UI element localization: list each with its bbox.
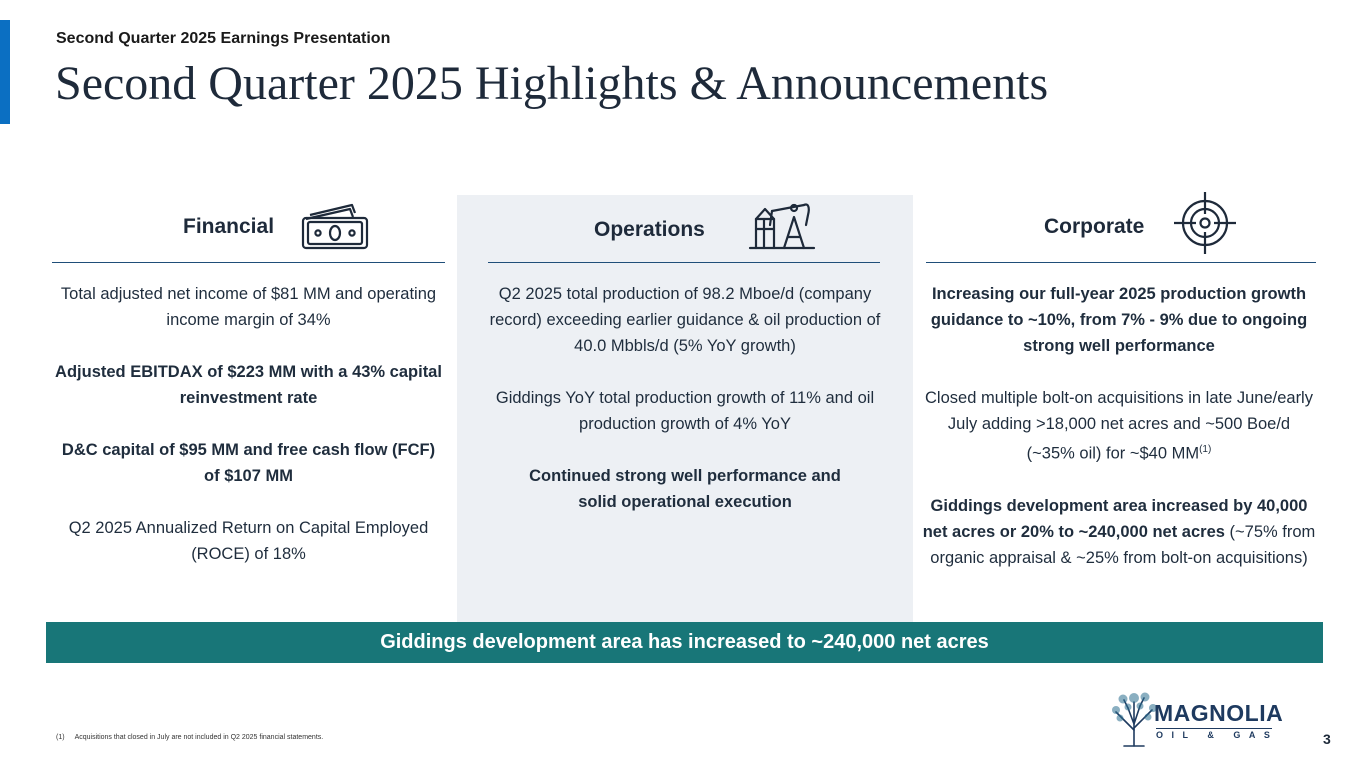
corporate-giddings-bold: Giddings development area increased by 4… xyxy=(922,496,1308,541)
page-number: 3 xyxy=(1323,731,1331,747)
corporate-giddings-detail: (~75% from organic appraisal & ~25% from… xyxy=(930,522,1316,567)
corporate-divider xyxy=(926,262,1316,263)
corporate-point-guidance: Increasing our full-year 2025 production… xyxy=(930,285,1308,355)
corporate-acquisitions-text: Closed multiple bolt-on acquisitions in … xyxy=(925,389,1313,463)
financial-body: Total adjusted net income of $81 MM and … xyxy=(52,281,445,593)
corporate-column: Corporate Increasing our full-year 2025 … xyxy=(922,192,1316,597)
corporate-header: Corporate xyxy=(922,192,1316,261)
operations-point-giddings: Giddings YoY total production growth of … xyxy=(495,389,875,433)
footnote-number: (1) xyxy=(56,734,65,741)
operations-column: Operations Q2 2025 total xyxy=(476,195,894,595)
operations-point-production: Q2 2025 total production of 98.2 Mboe/d … xyxy=(489,285,881,355)
presentation-kicker: Second Quarter 2025 Earnings Presentatio… xyxy=(56,30,391,47)
corporate-point-giddings: Giddings development area increased by 4… xyxy=(922,493,1316,571)
operations-body: Q2 2025 total production of 98.2 Mboe/d … xyxy=(476,281,894,541)
magnolia-logo: MAGNOLIA OIL & GAS xyxy=(1108,690,1284,748)
financial-divider xyxy=(52,262,445,263)
footnote-reference: (1) xyxy=(1199,444,1212,455)
logo-subtitle-bar: OIL & GAS xyxy=(1156,728,1272,741)
operations-point-performance: Continued strong well performance and so… xyxy=(529,467,841,511)
corporate-point-acquisitions: Closed multiple bolt-on acquisitions in … xyxy=(922,385,1316,467)
financial-point-ebitdax: Adjusted EBITDAX of $223 MM with a 43% c… xyxy=(55,363,442,407)
magnolia-tree-icon xyxy=(1112,692,1157,747)
operations-divider xyxy=(488,262,880,263)
footnote-text: Acquisitions that closed in July are not… xyxy=(74,734,324,741)
accent-bar xyxy=(0,20,10,124)
operations-header: Operations xyxy=(476,195,894,261)
financial-point-income: Total adjusted net income of $81 MM and … xyxy=(60,285,437,329)
page-title: Second Quarter 2025 Highlights & Announc… xyxy=(55,57,1049,110)
operations-title: Operations xyxy=(594,218,705,241)
logo-subtitle: OIL & GAS xyxy=(1156,730,1279,740)
financial-point-capital: D&C capital of $95 MM and free cash flow… xyxy=(61,441,436,485)
financial-point-roce: Q2 2025 Annualized Return on Capital Emp… xyxy=(68,519,429,563)
financial-column: Financial Total adjusted net income of $… xyxy=(52,195,445,595)
target-icon xyxy=(1172,190,1238,261)
corporate-title: Corporate xyxy=(1044,215,1145,238)
logo-wordmark: MAGNOLIA xyxy=(1154,700,1284,726)
giddings-banner: Giddings development area has increased … xyxy=(46,622,1323,663)
financial-header: Financial xyxy=(52,195,445,261)
financial-title: Financial xyxy=(183,215,275,238)
operations-panel-background xyxy=(457,195,913,623)
cash-icon xyxy=(300,201,370,258)
oil-pump-icon xyxy=(748,195,816,256)
footnote: (1) Acquisitions that closed in July are … xyxy=(56,734,323,741)
corporate-body: Increasing our full-year 2025 production… xyxy=(922,281,1316,597)
